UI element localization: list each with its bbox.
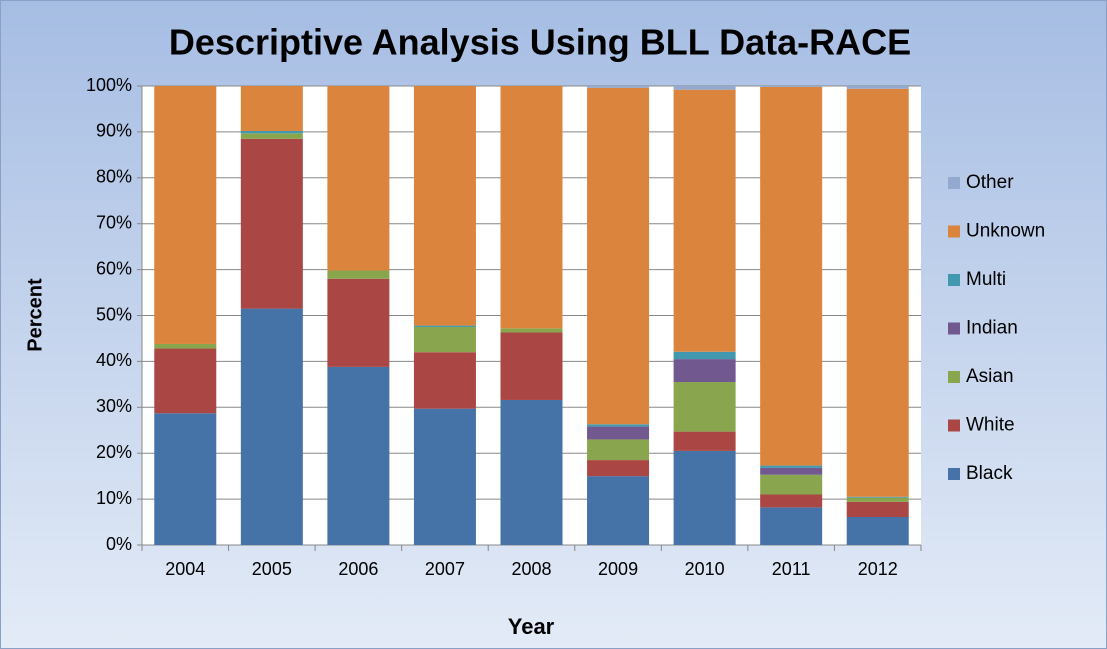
legend-label: White (966, 415, 1015, 436)
legend-swatch (948, 225, 960, 238)
bar-segment (846, 88, 909, 497)
bar-segment (673, 431, 736, 451)
y-tick-label: 80% (96, 167, 132, 187)
bar-segment (327, 270, 390, 279)
y-tick-label: 20% (96, 442, 132, 462)
bar-segment (154, 413, 217, 545)
bar-segment (240, 133, 303, 139)
bar-segment (673, 351, 736, 360)
y-tick-label: 10% (96, 488, 132, 508)
bar-segment (154, 348, 217, 414)
x-tick-label: 2009 (598, 559, 638, 579)
bar-segment (240, 308, 303, 545)
bar-segment (760, 465, 823, 468)
y-axis-label: Percent (24, 278, 46, 352)
bar-segment (846, 501, 909, 518)
bar-segment (846, 497, 909, 502)
y-tick-label: 90% (96, 121, 132, 141)
bar-segment (673, 382, 736, 432)
y-tick-label: 60% (96, 258, 132, 278)
legend-swatch (948, 274, 960, 286)
bar-segment (846, 517, 909, 545)
bar-segment (760, 86, 823, 87)
legend-swatch (948, 468, 960, 480)
legend-label: Black (966, 463, 1013, 484)
bar-segment (587, 424, 650, 427)
bar-segment (240, 138, 303, 309)
bar-segment (587, 86, 650, 88)
legend-label: Indian (966, 318, 1018, 339)
bar-segment (760, 467, 823, 475)
x-tick-label: 2006 (338, 559, 378, 579)
chart-title: Descriptive Analysis Using BLL Data-RACE (169, 22, 911, 63)
bar-segment (413, 352, 476, 409)
bar-segment (240, 86, 303, 131)
x-tick-label: 2004 (165, 559, 205, 579)
bar-segment (327, 278, 390, 367)
bar-segment (760, 494, 823, 508)
y-tick-label: 50% (96, 304, 132, 324)
y-tick-label: 70% (96, 212, 132, 232)
x-tick-label: 2008 (511, 559, 551, 579)
bar-segment (846, 86, 909, 89)
bar-segment (500, 399, 563, 545)
bar-segment (760, 507, 823, 545)
bar-segment (673, 89, 736, 352)
legend-swatch (948, 371, 960, 383)
legend-label: Unknown (966, 221, 1045, 242)
bar-segment (587, 476, 650, 545)
bar-segment (413, 86, 476, 326)
bar-segment (587, 87, 650, 425)
x-tick-label: 2010 (685, 559, 725, 579)
y-tick-label: 0% (106, 534, 132, 554)
x-tick-label: 2005 (252, 559, 292, 579)
x-tick-label: 2007 (425, 559, 465, 579)
bar-segment (413, 325, 476, 327)
bar-segment (413, 408, 476, 545)
bar-segment (587, 426, 650, 440)
legend-label: Asian (966, 366, 1014, 387)
legend-label: Multi (966, 269, 1006, 290)
bar-segment (500, 86, 563, 329)
x-tick-label: 2012 (858, 559, 898, 579)
bar-segment (673, 450, 736, 545)
bar-segment (846, 496, 909, 498)
bar-segment (327, 86, 390, 271)
bar-segment (760, 86, 823, 466)
bar-segment (413, 326, 476, 353)
bar-segment (673, 359, 736, 383)
legend-label: Other (966, 172, 1014, 193)
legend-swatch (948, 419, 960, 432)
bar-segment (500, 328, 563, 333)
y-tick-label: 40% (96, 350, 132, 370)
bar-segment (673, 86, 736, 90)
bar-segment (587, 460, 650, 477)
y-tick-label: 100% (86, 75, 132, 95)
bar-segment (500, 332, 563, 400)
bar-segment (154, 343, 217, 349)
x-axis-label: Year (508, 614, 555, 639)
y-tick-label: 30% (96, 396, 132, 416)
bar-segment (760, 474, 823, 495)
bar-segment (240, 130, 303, 134)
legend-swatch (948, 322, 960, 335)
x-tick-label: 2011 (772, 559, 811, 579)
bar-segment (327, 366, 390, 545)
bar-segment (154, 86, 217, 344)
bar-segment (587, 439, 650, 461)
legend-swatch (948, 177, 960, 189)
